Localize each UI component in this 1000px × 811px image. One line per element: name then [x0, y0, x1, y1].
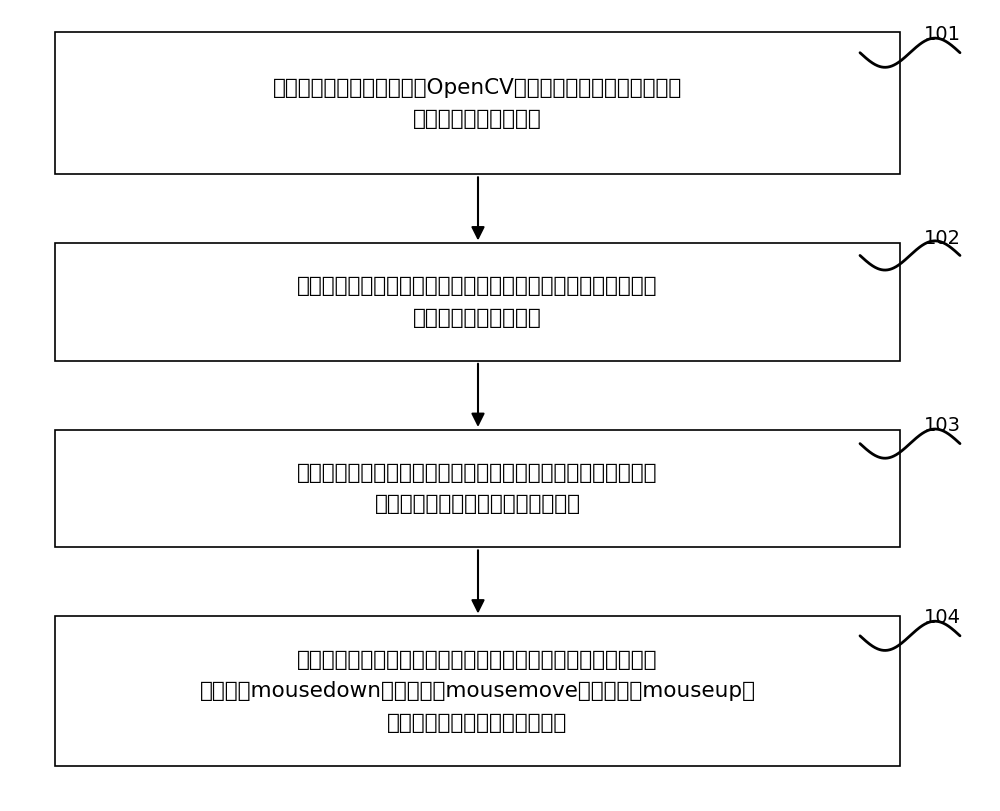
Text: 根据识别出的手势验证码图片中的线段轨迹，获取手势验证码的
各线段轨迹的坐标信息: 根据识别出的手势验证码图片中的线段轨迹，获取手势验证码的 各线段轨迹的坐标信息: [297, 277, 658, 328]
Text: 根据所述手势验证码滑动的起始点、滑动轨迹和终点信息，模拟
鼠标按下mousedown、鼠标移动mousemove和鼠标释放mouseup事
件，进行所述手势验证: 根据所述手势验证码滑动的起始点、滑动轨迹和终点信息，模拟 鼠标按下mousedo…: [200, 650, 756, 732]
FancyBboxPatch shape: [55, 616, 900, 766]
Text: 102: 102: [924, 229, 960, 248]
FancyBboxPatch shape: [55, 430, 900, 547]
Text: 104: 104: [924, 608, 960, 628]
Text: 101: 101: [924, 24, 960, 44]
FancyBboxPatch shape: [55, 243, 900, 361]
Text: 103: 103: [924, 416, 960, 436]
FancyBboxPatch shape: [55, 32, 900, 174]
Text: 利用基于开源计算机视觉库OpenCV的霍夫变换方法，识别手势验
证码图片中的线段轨迹: 利用基于开源计算机视觉库OpenCV的霍夫变换方法，识别手势验 证码图片中的线段…: [273, 78, 682, 129]
Text: 根据手势验证码的各线段轨迹的坐标信息，获取所述手势验证码
滑动的起始点、滑动轨迹和终点信息: 根据手势验证码的各线段轨迹的坐标信息，获取所述手势验证码 滑动的起始点、滑动轨迹…: [297, 463, 658, 514]
